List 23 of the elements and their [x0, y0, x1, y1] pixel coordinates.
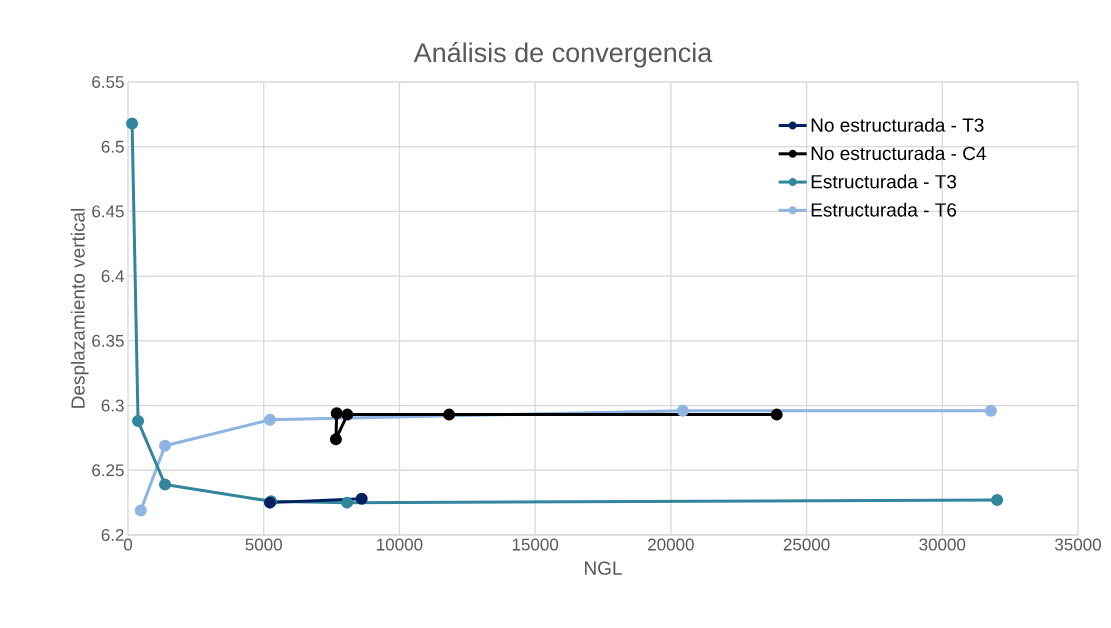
- y-axis-title: Desplazamiento vertical: [70, 208, 89, 408]
- y-tick-label: 6.2: [101, 528, 124, 542]
- y-tick-label: 6.25: [92, 464, 124, 477]
- x-tick-label: 20000: [648, 538, 694, 551]
- y-tick-label: 6.45: [92, 205, 124, 218]
- x-axis-title: NGL: [585, 561, 622, 575]
- y-tick-label: 6.35: [92, 334, 124, 347]
- x-tick-label: 35000: [1055, 538, 1101, 551]
- x-tick-label: 15000: [512, 538, 559, 551]
- y-tick-label: 6.55: [92, 75, 124, 89]
- x-tick-label: 0: [123, 538, 133, 551]
- y-tick-label: 6.4: [101, 270, 124, 283]
- x-tick-label: 30000: [919, 538, 966, 551]
- legend-label: No estructurada - T3: [811, 117, 984, 132]
- legend-label: No estructurada - C4: [811, 146, 986, 161]
- y-tick-label: 6.5: [101, 140, 124, 153]
- chart-title: Análisis de convergencia: [413, 42, 713, 68]
- x-tick-label: 10000: [377, 538, 423, 551]
- x-tick-label: 25000: [783, 538, 830, 551]
- x-tick-label: 5000: [245, 538, 282, 551]
- y-tick-label: 6.3: [101, 399, 124, 412]
- legend-label: Estructurada - T3: [811, 174, 957, 189]
- legend-label: Estructurada - T6: [811, 202, 957, 217]
